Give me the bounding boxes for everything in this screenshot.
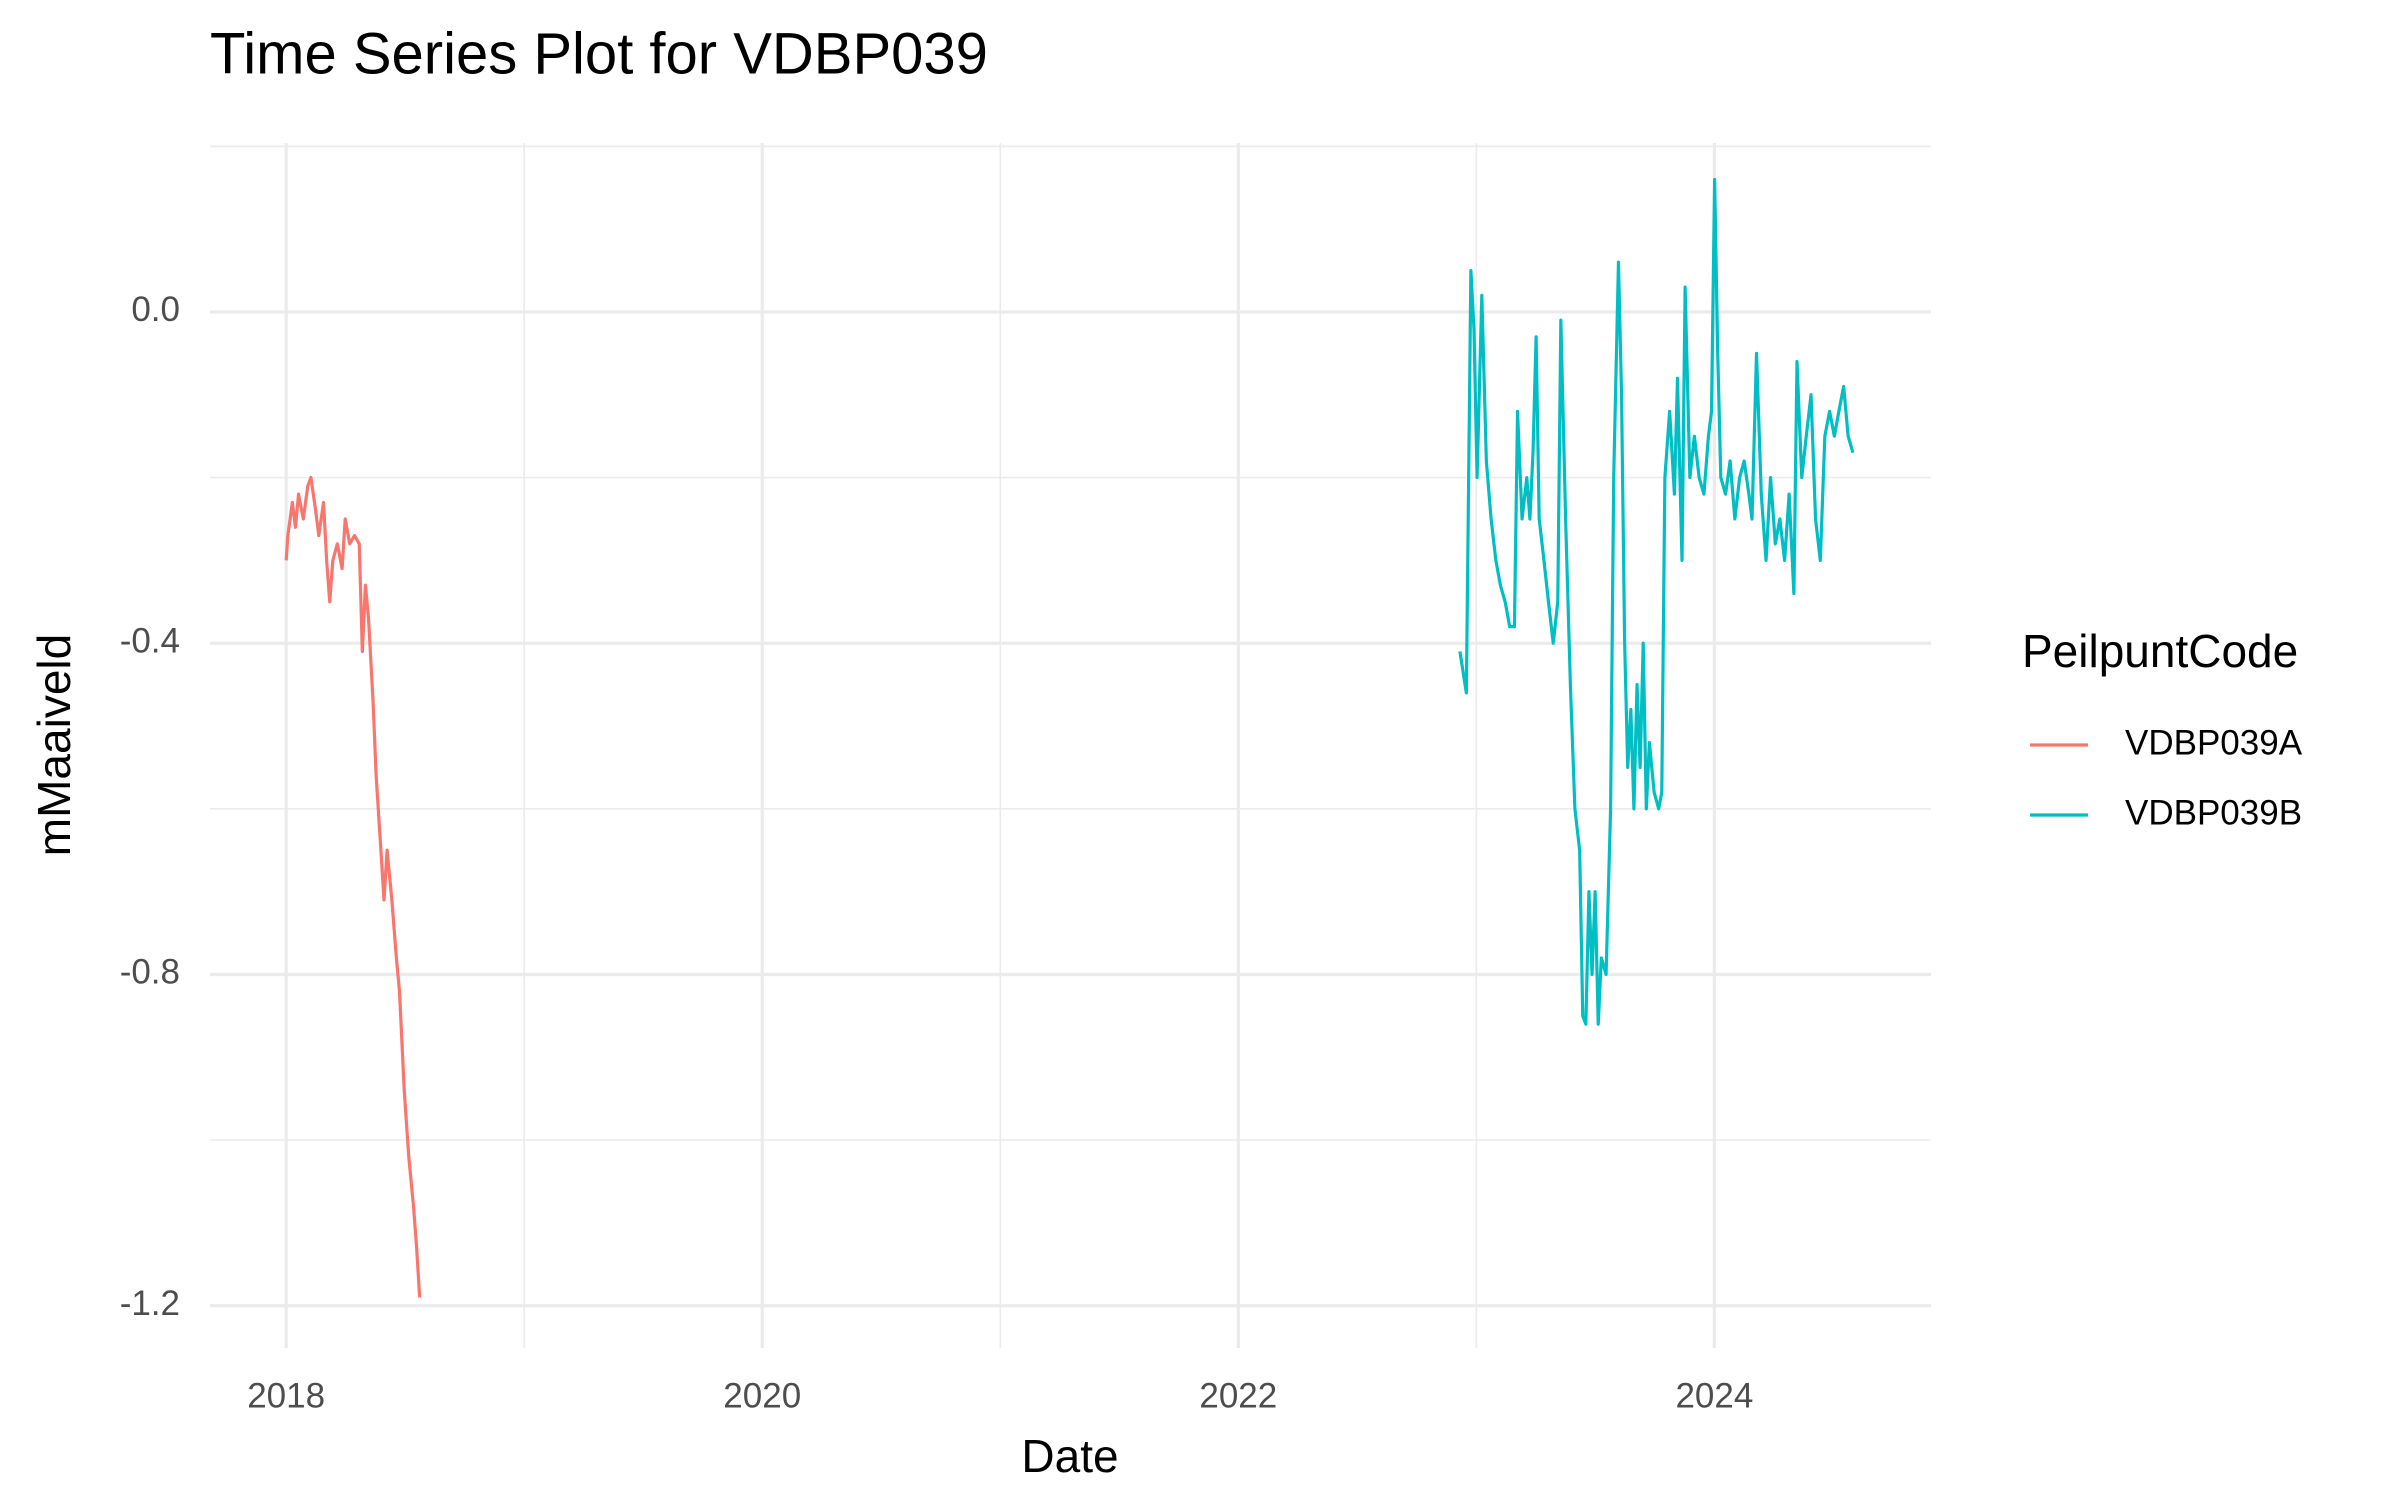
y-tick-label: -1.2	[120, 1284, 180, 1323]
chart-title: Time Series Plot for VDBP039	[210, 21, 988, 86]
y-tick-label: 0.0	[131, 290, 180, 329]
legend-label: VDBP039A	[2125, 723, 2303, 762]
y-axis-title: mMaaiveld	[28, 634, 80, 856]
grid	[210, 143, 1931, 1348]
legend-title: PeilpuntCode	[2022, 625, 2298, 677]
x-tick-label: 2020	[723, 1376, 801, 1415]
series-line	[1458, 177, 1855, 1026]
legend-label: VDBP039B	[2125, 793, 2302, 832]
x-tick-label: 2024	[1675, 1376, 1753, 1415]
x-tick-label: 2018	[247, 1376, 325, 1415]
y-tick-label: -0.8	[120, 953, 180, 992]
x-axis-title: Date	[1021, 1430, 1118, 1482]
series-line	[284, 475, 422, 1298]
y-tick-label: -0.4	[120, 621, 180, 660]
x-tick-label: 2022	[1199, 1376, 1277, 1415]
